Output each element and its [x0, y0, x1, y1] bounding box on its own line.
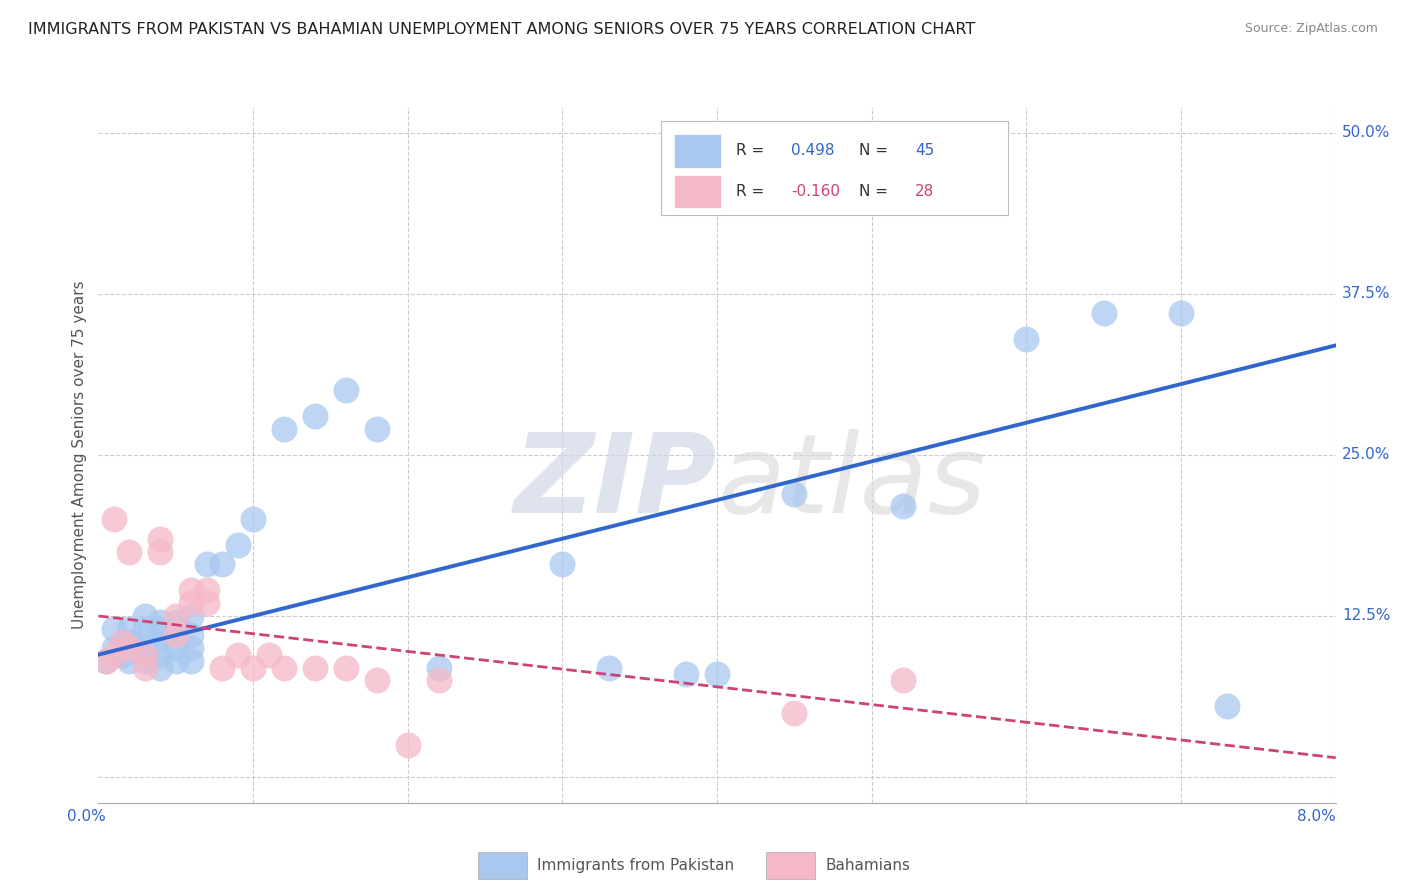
FancyBboxPatch shape [673, 134, 721, 168]
Point [257, 648, 280, 662]
Text: 0.0%: 0.0% [67, 809, 107, 824]
FancyBboxPatch shape [661, 121, 1008, 215]
Point [165, 628, 187, 642]
Point [273, 422, 295, 436]
Point [242, 512, 264, 526]
Text: atlas: atlas [717, 429, 986, 536]
Point [783, 486, 806, 500]
Text: IMMIGRANTS FROM PAKISTAN VS BAHAMIAN UNEMPLOYMENT AMONG SENIORS OVER 75 YEARS CO: IMMIGRANTS FROM PAKISTAN VS BAHAMIAN UNE… [28, 22, 976, 37]
Point [180, 596, 202, 610]
Point [149, 622, 172, 636]
Point [366, 422, 388, 436]
Text: 25.0%: 25.0% [1341, 448, 1391, 462]
FancyBboxPatch shape [673, 175, 721, 208]
Point [335, 384, 357, 398]
Text: R =: R = [735, 143, 769, 158]
Point [273, 660, 295, 674]
Point [1170, 306, 1192, 320]
Point [103, 641, 125, 656]
Point [96, 654, 118, 668]
Text: 0.498: 0.498 [792, 143, 835, 158]
Point [118, 634, 141, 648]
Point [226, 538, 249, 552]
Point [242, 660, 264, 674]
Point [195, 596, 218, 610]
Text: Bahamians: Bahamians [825, 858, 910, 872]
Point [134, 648, 156, 662]
Point [180, 609, 202, 624]
Point [226, 648, 249, 662]
Point [165, 609, 187, 624]
Point [111, 648, 132, 662]
Point [134, 654, 156, 668]
Point [396, 738, 419, 752]
Point [165, 641, 187, 656]
Point [180, 628, 202, 642]
Text: 8.0%: 8.0% [1296, 809, 1336, 824]
Y-axis label: Unemployment Among Seniors over 75 years: Unemployment Among Seniors over 75 years [72, 281, 87, 629]
Text: N =: N = [859, 185, 893, 200]
Text: 45: 45 [915, 143, 934, 158]
Point [195, 583, 218, 598]
Point [134, 622, 156, 636]
Text: Immigrants from Pakistan: Immigrants from Pakistan [537, 858, 734, 872]
Text: 12.5%: 12.5% [1341, 608, 1391, 624]
Point [335, 660, 357, 674]
Point [118, 622, 141, 636]
Text: 28: 28 [915, 185, 934, 200]
Point [103, 512, 125, 526]
Point [103, 622, 125, 636]
Point [427, 660, 450, 674]
Point [891, 500, 914, 514]
Point [304, 660, 326, 674]
Text: ZIP: ZIP [513, 429, 717, 536]
Point [127, 641, 149, 656]
Point [134, 634, 156, 648]
Point [1015, 332, 1038, 346]
Point [180, 583, 202, 598]
Point [891, 673, 914, 688]
Point [551, 558, 574, 572]
Text: N =: N = [859, 143, 893, 158]
Text: 50.0%: 50.0% [1341, 125, 1391, 140]
Point [195, 558, 218, 572]
Point [134, 648, 156, 662]
Point [149, 660, 172, 674]
Point [1216, 699, 1239, 714]
Point [598, 660, 620, 674]
Text: R =: R = [735, 185, 769, 200]
Point [165, 615, 187, 630]
Point [118, 641, 141, 656]
Text: -0.160: -0.160 [792, 185, 841, 200]
Text: Source: ZipAtlas.com: Source: ZipAtlas.com [1244, 22, 1378, 36]
Point [706, 667, 728, 681]
Point [134, 660, 156, 674]
Point [211, 558, 233, 572]
Point [366, 673, 388, 688]
Point [103, 648, 125, 662]
Point [149, 615, 172, 630]
Point [149, 544, 172, 558]
Point [1092, 306, 1115, 320]
Point [149, 648, 172, 662]
Point [211, 660, 233, 674]
Point [427, 673, 450, 688]
Point [96, 654, 118, 668]
Text: 37.5%: 37.5% [1341, 286, 1391, 301]
Point [165, 654, 187, 668]
Point [304, 409, 326, 424]
Point [783, 706, 806, 720]
Point [118, 544, 141, 558]
Point [180, 641, 202, 656]
Point [149, 634, 172, 648]
Point [118, 654, 141, 668]
Point [675, 667, 697, 681]
Point [180, 654, 202, 668]
Point [134, 609, 156, 624]
Point [111, 634, 132, 648]
Point [165, 628, 187, 642]
Point [149, 532, 172, 546]
